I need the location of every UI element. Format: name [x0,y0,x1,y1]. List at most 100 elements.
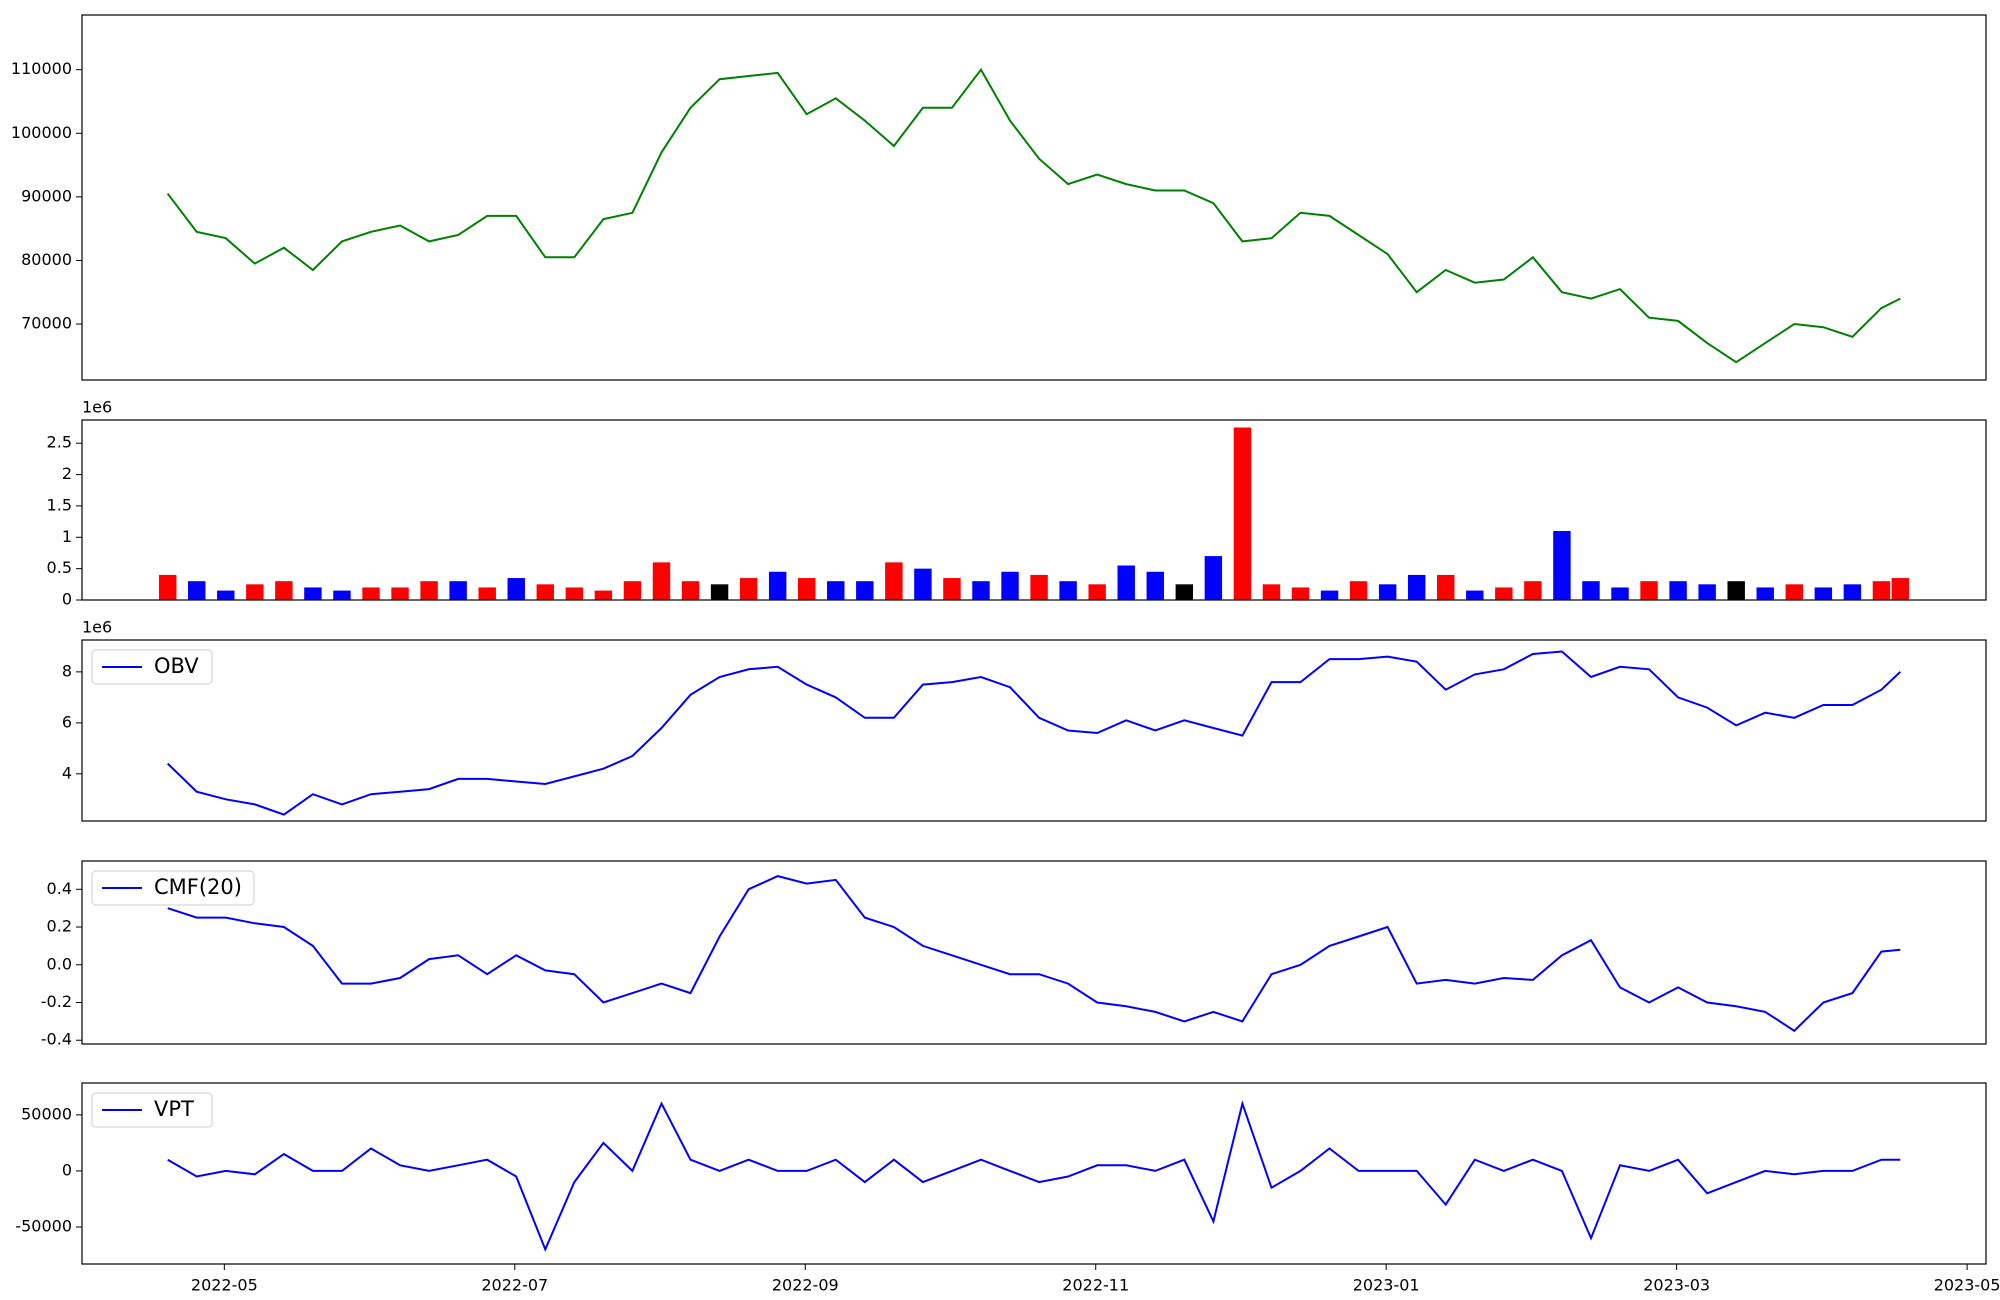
bar [536,584,555,600]
y-tick-label: 50000 [21,1104,72,1123]
y-tick-label: 0.0 [47,954,72,973]
bar [188,581,206,600]
bar [507,578,525,600]
bar [1059,581,1077,600]
y-tick-label: 0.4 [47,879,72,898]
bar [623,581,642,600]
bar [768,571,787,600]
bar [333,590,351,600]
y-tick-label: 2.5 [47,433,72,452]
bar [710,584,729,600]
y-tick-label: 1 [62,527,72,546]
axes-frame [81,419,1987,601]
y-tick-label: -50000 [15,1216,72,1235]
bar [1001,571,1019,600]
legend-label: VPT [154,1097,194,1121]
legend-label: CMF(20) [154,875,242,899]
bar [1698,584,1716,600]
data-line [166,67,1901,364]
x-tick-label: 2023-05 [1934,1276,2000,1295]
legend-box [91,649,213,685]
bar [362,587,380,600]
y-tick-label: 1.5 [47,495,72,514]
y-tick-label: 0.2 [47,917,72,936]
bar [1204,556,1223,600]
bar [304,587,322,600]
bar [1669,581,1687,600]
bar [797,578,816,600]
y-tick-label: -0.2 [41,992,72,1011]
bar [1320,590,1339,600]
bar [1814,587,1833,600]
y-tick-label: 0.5 [47,558,72,577]
y-tick-label: 0 [62,590,72,609]
legend-label: OBV [154,654,199,678]
axes-frame [81,860,1987,1045]
bar [856,581,874,600]
bar [1233,427,1252,600]
x-tick-label: 2022-05 [191,1276,258,1295]
y-tick-label: 8 [62,661,72,680]
bar [1553,531,1571,600]
bar [594,590,613,600]
bar [449,581,467,600]
y-tick-label: 70000 [21,314,72,333]
data-line [167,1100,1901,1253]
bar [739,578,758,600]
bar [1582,581,1600,600]
axes-frame [81,1082,1987,1265]
bar [478,587,496,600]
y-tick-label: 80000 [21,250,72,269]
bar [1727,581,1745,600]
bar [1495,587,1513,600]
x-tick-label: 2022-07 [481,1276,548,1295]
y-tick-label: 100000 [11,123,72,142]
y-tick-label: 90000 [21,186,72,205]
bar [217,590,235,600]
bar [1466,590,1484,600]
bar [972,581,990,600]
data-line [167,875,1901,1033]
data-line [167,650,1901,816]
bar [1117,565,1135,600]
bar [1843,584,1862,600]
x-tick-label: 2023-01 [1353,1276,1420,1295]
x-tick-label: 2023-03 [1643,1276,1710,1295]
bar [1611,587,1629,600]
offset-label: 1e6 [82,618,112,637]
y-tick-label: 2 [62,464,72,483]
offset-label: 1e6 [82,398,112,417]
bar [1088,584,1106,600]
bar [1378,584,1397,600]
bar [1891,578,1910,600]
bar [1437,574,1455,600]
bar [885,562,903,600]
bar [1756,587,1774,600]
bar [1640,581,1658,600]
bar [275,581,293,600]
axes-frame [81,639,1987,822]
bar [1030,574,1048,600]
bar [1349,581,1368,600]
bar [1407,574,1426,600]
bar [1524,581,1542,600]
bar [565,587,584,600]
bar [827,581,845,600]
y-tick-label: 110000 [11,59,72,78]
bar [158,574,177,600]
bar [391,587,409,600]
bar [1262,584,1281,600]
bar [1872,581,1891,600]
bar [1785,584,1804,600]
bar [652,562,671,600]
x-tick-label: 2022-11 [1062,1276,1129,1295]
y-tick-label: 0 [62,1160,72,1179]
bar [914,568,932,600]
x-tick-label: 2022-09 [772,1276,839,1295]
bar [1175,584,1194,600]
bar [1291,587,1310,600]
y-tick-label: 4 [62,763,72,782]
bar [681,581,700,600]
bar [943,578,961,600]
bar [420,581,438,600]
